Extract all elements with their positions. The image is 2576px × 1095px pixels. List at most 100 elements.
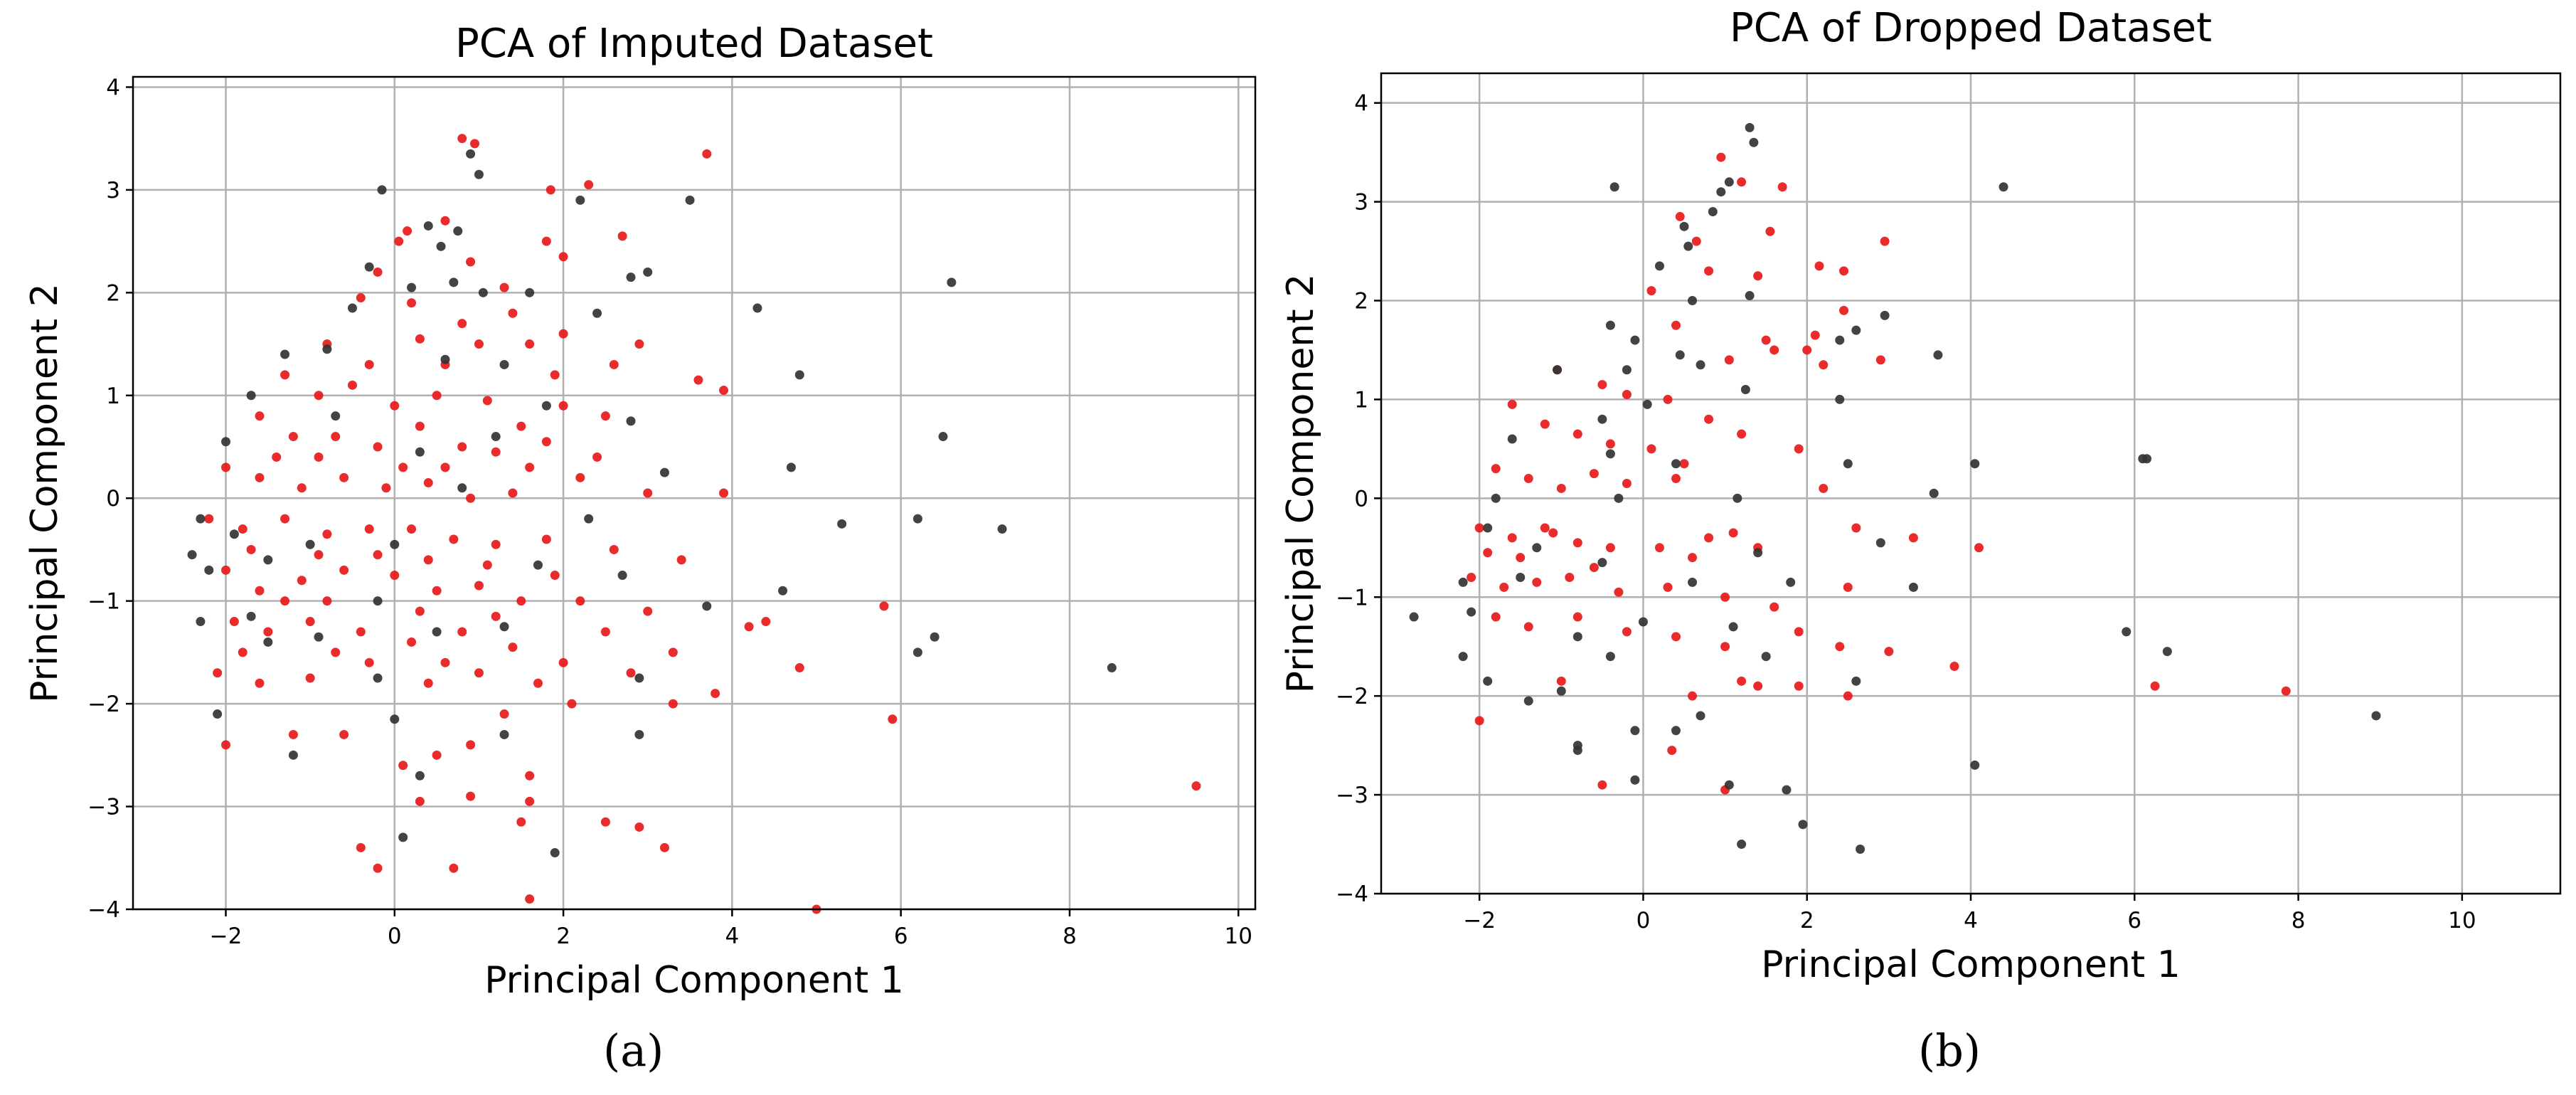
chart-dropped-point-black [2371,711,2381,721]
chart-imputed-point-red [440,216,450,226]
chart-imputed-point-red [474,339,484,349]
chart-imputed-point-black [947,277,957,287]
chart-dropped-point-red [1737,429,1747,439]
chart-dropped-point-red [1671,632,1681,642]
chart-imputed-point-red [390,401,400,411]
chart-imputed-point-red [558,252,568,262]
chart-dropped-point-black [2142,454,2152,464]
chart-dropped-ylabel: Principal Component 2 [1279,274,1322,694]
chart-imputed-point-red [381,483,391,493]
chart-imputed-point-red [331,647,341,657]
chart-dropped-point-red [1572,538,1582,548]
chart-dropped-point-red [1769,602,1779,612]
chart-imputed-point-black [466,149,476,159]
chart-dropped-point-red [1597,380,1607,390]
chart-dropped-ytick-label: −3 [1336,783,1368,808]
chart-imputed-point-red [432,391,442,401]
chart-imputed-point-red [634,822,644,832]
chart-imputed-point-black [575,195,585,205]
chart-imputed-point-black [634,729,644,739]
chart-imputed-point-red [246,544,256,554]
chart-dropped-point-red [1720,592,1730,602]
chart-dropped-xtick-label: 4 [1964,908,1978,933]
chart-dropped-point-red [1753,681,1763,691]
chart-dropped-point-black [1851,676,1861,686]
chart-dropped-point-red [1880,236,1890,246]
chart-imputed-point-red [525,894,535,904]
chart-dropped-xtick-label: 2 [1800,908,1814,933]
chart-imputed-point-black [541,401,551,411]
chart-imputed-point-red [373,442,383,452]
chart-dropped-point-black [1929,488,1939,498]
chart-imputed-point-black [213,709,223,719]
chart-imputed-svg: −2 0 2 4 6 8 10 −4 −3 −2 −1 0 1 2 3 4 PCA of Imputed Dat… [23,21,1257,1002]
chart-imputed-point-red [314,391,324,401]
chart-dropped-ytick-label: 2 [1354,289,1368,314]
chart-dropped-point-red [1589,563,1599,573]
chart-imputed-point-black [685,195,695,205]
chart-dropped-point-red [1540,419,1550,429]
chart-imputed-point-red [600,817,610,827]
chart-imputed-point-red [297,576,307,586]
chart-imputed-point-red [643,488,653,498]
chart-dropped-point-red [1646,286,1656,296]
chart-imputed-point-red [390,571,400,581]
chart-dropped-point-red [1516,553,1526,563]
chart-imputed-ylabel: Principal Component 2 [23,283,66,703]
chart-dropped-point-red [1688,691,1698,701]
chart-dropped-point-red [1589,469,1599,479]
chart-dropped-point-red [1667,746,1677,756]
chart-dropped-point-red [1614,587,1624,597]
chart-dropped-ytick-label: −4 [1336,882,1368,907]
chart-imputed-point-black [752,303,762,313]
chart-dropped-point-black [1523,696,1533,706]
chart-dropped-point-black [1728,622,1738,632]
chart-imputed-ytick-label: −4 [87,897,120,923]
chart-dropped-point-red [1819,483,1829,493]
chart-imputed-point-red [440,657,450,667]
chart-imputed-point-red [280,596,290,606]
chart-dropped-point-red [1548,528,1558,538]
chart-imputed-point-black [314,632,324,642]
chart-dropped-point-red [2150,681,2160,691]
figure-label-b: (b) [1918,1025,1981,1077]
chart-dropped-point-black [1908,582,1918,592]
chart-imputed-point-black [280,349,290,359]
chart-imputed-point-red [744,622,754,632]
chart-dropped-point-black [1654,261,1664,271]
chart-imputed-point-red [364,657,374,667]
chart-imputed-point-red [491,611,501,621]
chart-dropped-xtick-label: 0 [1636,908,1651,933]
chart-dropped-point-black [1458,577,1468,587]
chart-imputed-point-red [305,617,315,627]
chart-dropped-ytick-label: 4 [1354,91,1368,117]
chart-imputed-point-red [516,817,526,827]
chart-dropped-point-red [1794,627,1804,637]
chart-imputed-point-red [676,555,686,565]
chart-dropped-point-red [1691,236,1701,246]
chart-dropped-point-black [1630,335,1640,345]
chart-imputed-point-black [592,308,602,318]
chart-imputed-point-red [761,617,771,627]
chart-dropped-point-black [1671,726,1681,736]
chart-imputed-point-black [373,673,383,683]
chart-dropped-point-red [1679,459,1689,469]
chart-imputed-point-black [617,571,627,581]
chart-dropped-point-black [1970,459,1980,469]
chart-imputed-point-black [550,848,560,858]
chart-imputed-point-red [693,375,703,385]
chart-imputed-point-red [339,565,349,575]
chart-dropped-point-black [1622,365,1632,375]
chart-dropped-xtick-label: 10 [2448,908,2476,933]
chart-imputed-point-red [407,524,417,534]
chart-dropped-point-red [1875,355,1885,365]
chart-imputed-point-red [423,478,433,488]
chart-dropped-point-red [1572,612,1582,622]
chart-dropped-point-black [1998,182,2008,192]
chart-dropped-point-red [1483,548,1493,558]
chart-dropped-point-black [1745,122,1755,132]
chart-imputed-point-red [794,663,804,673]
chart-imputed-point-red [255,411,265,421]
chart-dropped-point-black [1749,137,1759,147]
chart-imputed-point-red [255,472,265,482]
